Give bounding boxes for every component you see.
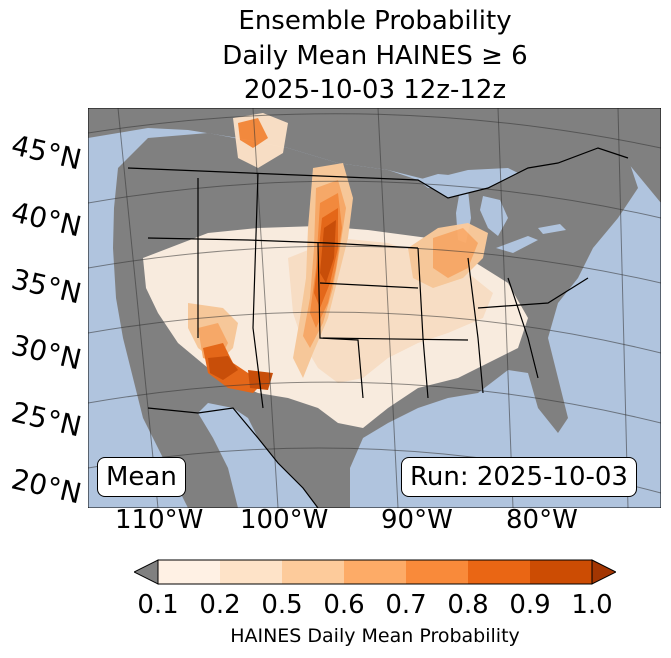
lon-label-110: 110°W	[115, 505, 204, 535]
colorbar-tick-label: 0.9	[509, 590, 551, 620]
lat-label-20: 20°N	[8, 462, 85, 511]
colorbar	[134, 559, 616, 585]
colorbar-bin	[344, 560, 407, 584]
colorbar-bin	[406, 560, 469, 584]
borders	[127, 147, 629, 508]
colorbar-bin	[468, 560, 531, 584]
run-label-box: Run: 2025-10-03	[401, 457, 637, 497]
canada-land	[88, 108, 661, 203]
colorbar-tick-label: 0.7	[385, 590, 427, 620]
title-line-1: Ensemble Probability	[238, 6, 512, 36]
colorbar-bins	[158, 560, 593, 584]
lake-ontario	[538, 224, 566, 234]
lat-label-30: 30°N	[8, 328, 85, 377]
lake-erie	[496, 236, 538, 253]
colorbar-tick-label: 0.8	[447, 590, 489, 620]
probability-map	[88, 108, 661, 508]
colorbar-tick-label: 0.2	[199, 590, 241, 620]
title-line-2: Daily Mean HAINES ≥ 6	[222, 41, 528, 71]
lat-label-40: 40°N	[8, 195, 85, 244]
colorbar-bin	[220, 560, 283, 584]
colorbar-tick-label: 0.6	[323, 590, 365, 620]
lat-label-25: 25°N	[8, 395, 85, 444]
colorbar-over-arrow	[591, 559, 616, 585]
colorbar-tick-label: 0.1	[137, 590, 179, 620]
colorbar-bin	[282, 560, 345, 584]
colorbar-tick-label: 1.0	[571, 590, 613, 620]
colorbar-label: HAINES Daily Mean Probability	[230, 625, 520, 647]
lon-label-80: 80°W	[506, 505, 578, 535]
lat-label-35: 35°N	[8, 262, 85, 311]
colorbar-under-arrow	[134, 559, 159, 585]
colorbar-tick-label: 0.5	[261, 590, 303, 620]
lat-label-45: 45°N	[8, 128, 85, 177]
colorbar-bin	[530, 560, 593, 584]
probability-field	[143, 113, 528, 428]
graticule	[88, 108, 661, 508]
lon-label-100: 100°W	[240, 505, 329, 535]
title-line-3: 2025-10-03 12z-12z	[243, 75, 507, 105]
colorbar-bin	[158, 560, 221, 584]
lon-label-90: 90°W	[381, 505, 453, 535]
lake-huron	[480, 196, 508, 236]
mean-label-box: Mean	[97, 457, 186, 497]
